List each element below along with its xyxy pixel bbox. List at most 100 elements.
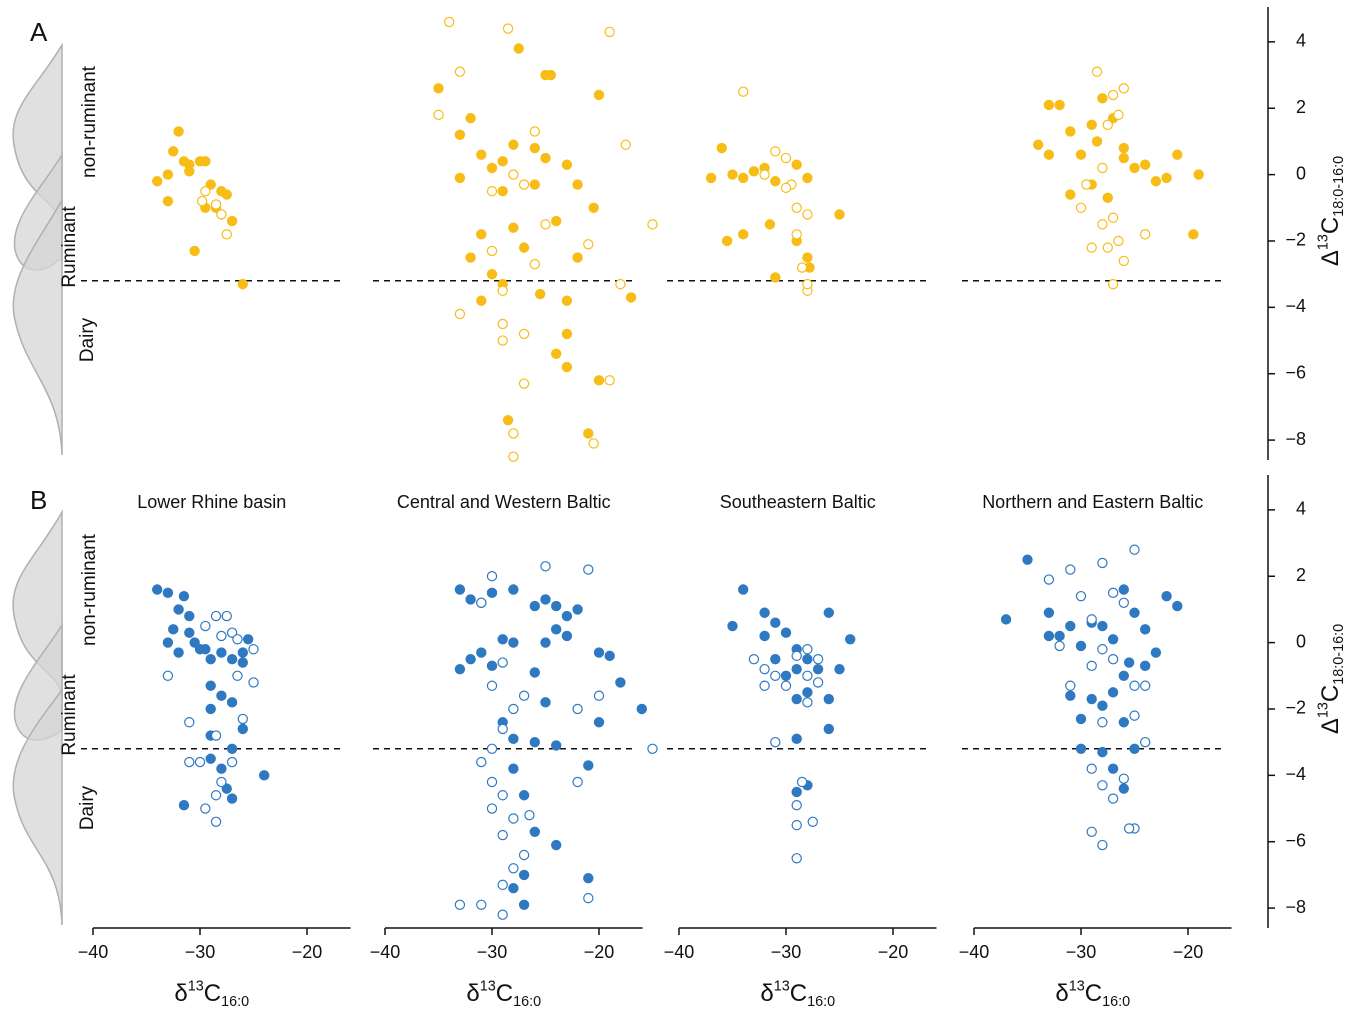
x-tick-label: −20: [878, 942, 909, 962]
data-point: [226, 743, 238, 755]
label-sub: 16:0: [513, 994, 541, 1010]
data-point: [1043, 574, 1055, 585]
y-tick-label: −2: [1285, 698, 1306, 718]
data-point: [518, 179, 530, 190]
data-point: [561, 610, 573, 622]
data-point: [1113, 109, 1124, 121]
data-point: [834, 663, 845, 675]
data-point: [221, 189, 232, 200]
data-point: [184, 627, 195, 638]
data-point: [759, 169, 770, 180]
data-point: [1097, 839, 1108, 851]
data-point: [791, 800, 802, 811]
data-point: [433, 83, 444, 94]
panel-title: Southeastern Baltic: [720, 492, 876, 512]
y-tick-label: 2: [1296, 565, 1306, 585]
data-point: [583, 892, 594, 904]
data-point: [770, 272, 781, 283]
data-point: [216, 690, 227, 701]
data-point: [802, 654, 813, 665]
label-symbol: δ: [174, 980, 187, 1007]
data-point: [1129, 607, 1140, 618]
data-point: [1032, 139, 1044, 150]
data-point: [529, 142, 541, 154]
label-main: C: [1317, 217, 1344, 234]
data-point: [791, 819, 802, 831]
data-point: [647, 743, 658, 755]
data-point: [802, 252, 813, 263]
data-point: [812, 663, 824, 675]
data-point: [205, 179, 216, 190]
data-point: [647, 219, 658, 230]
data-point: [770, 736, 781, 748]
region-label: Ruminant: [59, 206, 80, 288]
y-tick-label: 0: [1296, 631, 1306, 651]
data-point: [508, 169, 519, 180]
data-point: [529, 179, 541, 190]
data-point: [845, 634, 856, 645]
data-point: [1118, 83, 1130, 94]
data-point: [216, 647, 227, 658]
data-point: [502, 414, 514, 426]
region-label: non-ruminant: [79, 65, 100, 178]
data-point: [1107, 763, 1119, 774]
data-point: [1000, 614, 1012, 625]
data-point: [184, 756, 195, 768]
data-point: [497, 185, 508, 197]
data-point: [1139, 624, 1151, 635]
data-point: [486, 571, 498, 582]
data-point: [486, 162, 498, 174]
data-point: [151, 584, 163, 595]
data-point: [1054, 630, 1065, 642]
data-point: [583, 873, 594, 884]
data-point: [1065, 189, 1076, 200]
data-point: [486, 776, 498, 788]
data-point: [1102, 119, 1113, 131]
data-point: [1043, 630, 1055, 642]
data-point: [1107, 793, 1119, 804]
x-tick-label: −20: [292, 942, 323, 962]
data-point: [791, 693, 802, 705]
axis-label: δ13C16:0: [174, 978, 249, 1010]
region-label: Dairy: [77, 785, 98, 830]
data-point: [465, 594, 476, 605]
panel-title: Northern and Eastern Baltic: [982, 492, 1203, 512]
x-tick-label: −30: [1066, 942, 1097, 962]
data-point: [540, 637, 551, 648]
data-point: [508, 222, 519, 233]
data-point: [1150, 176, 1162, 187]
data-point: [540, 561, 551, 572]
data-point: [1107, 587, 1119, 599]
data-point: [1086, 242, 1097, 253]
data-point: [232, 670, 243, 681]
x-tick-label: −30: [477, 942, 508, 962]
data-point: [1097, 557, 1108, 569]
data-point: [1081, 179, 1092, 190]
data-point: [518, 242, 530, 253]
data-point: [508, 733, 519, 745]
data-point: [508, 584, 519, 595]
data-point: [1107, 278, 1119, 290]
data-point: [551, 839, 562, 851]
data-point: [189, 245, 200, 257]
data-point: [823, 607, 835, 618]
data-point: [237, 647, 248, 658]
axis-label: Δ13C18:0-16:0: [1315, 156, 1347, 266]
label-sub: 18:0-16:0: [1331, 624, 1347, 685]
data-point: [791, 229, 802, 240]
data-point: [1129, 710, 1140, 721]
data-point: [221, 229, 232, 240]
data-point: [476, 899, 487, 910]
data-point: [1065, 690, 1076, 701]
data-point: [780, 182, 792, 194]
data-point: [791, 733, 802, 745]
data-point: [454, 172, 466, 184]
data-point: [508, 882, 519, 894]
data-point: [524, 809, 535, 821]
data-point: [216, 763, 227, 774]
y-tick-label: −2: [1285, 230, 1306, 250]
x-tick-label: −30: [771, 942, 802, 962]
data-point: [534, 288, 546, 300]
data-point: [476, 149, 487, 160]
